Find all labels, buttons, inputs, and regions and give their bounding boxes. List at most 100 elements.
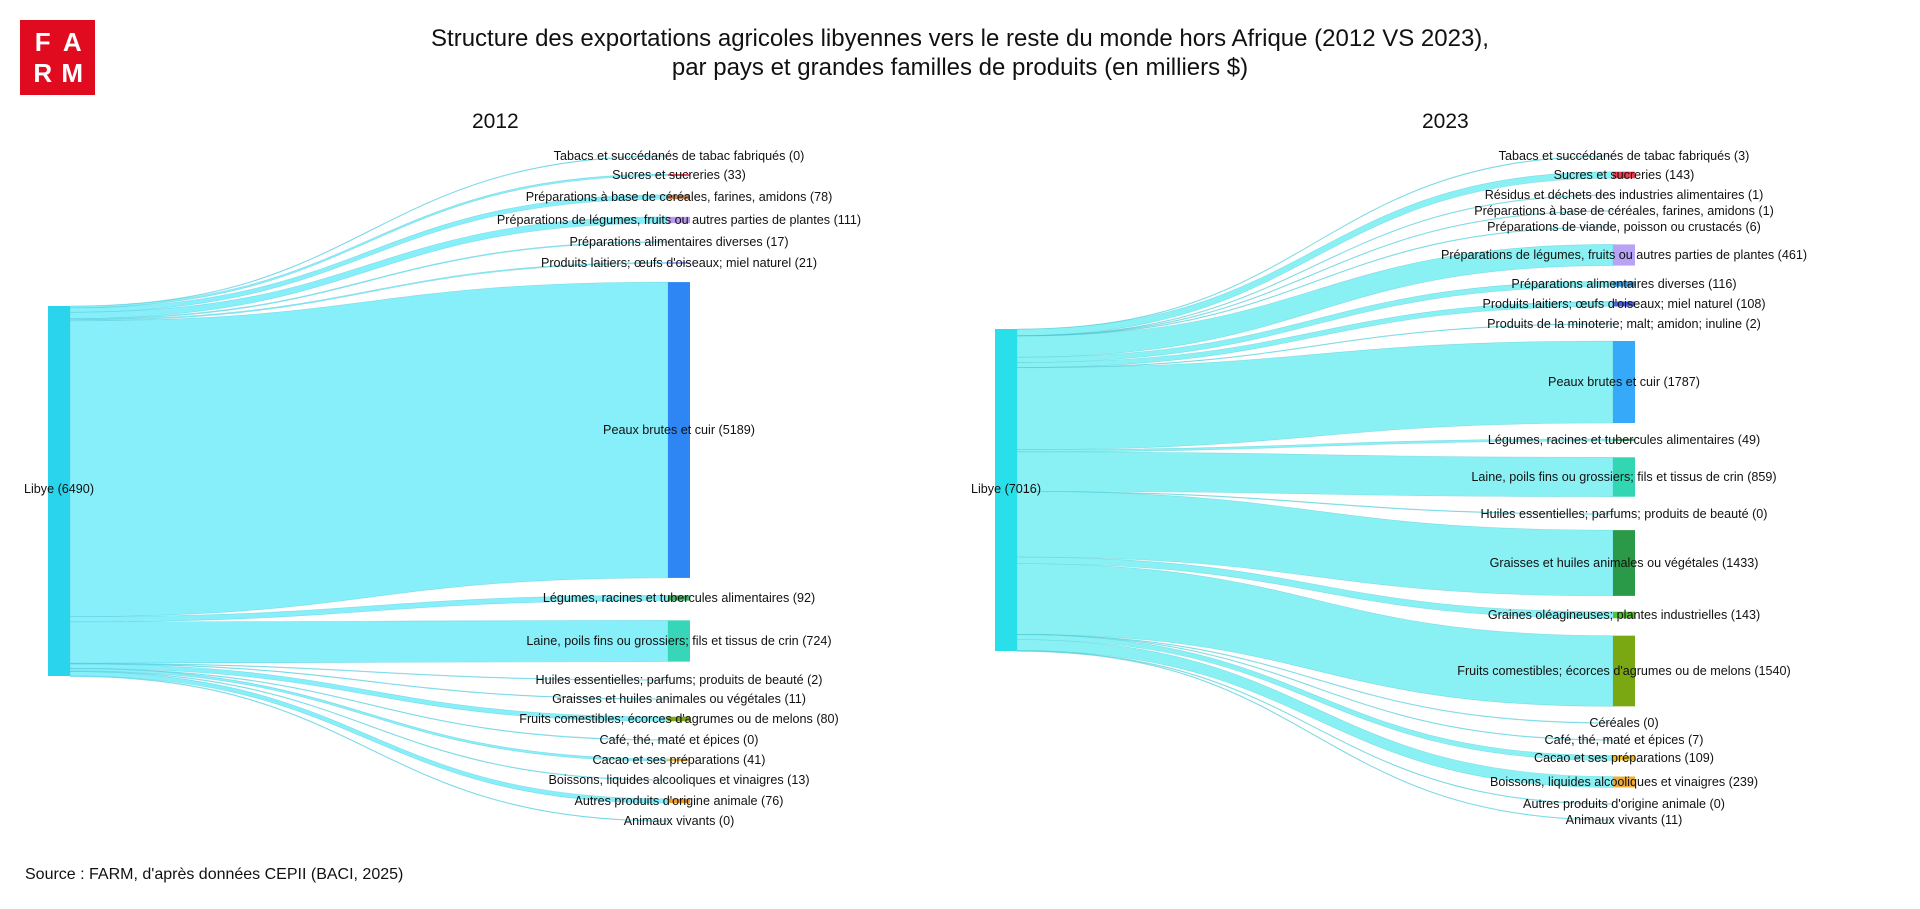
link-produits-de-la-minoterie-malt-amidon-inu xyxy=(1016,323,1614,369)
link-cereales xyxy=(1016,633,1614,724)
label-boissons-liquides-alcooliques-et-vinaigr: Boissons, liquides alcooliques et vinaig… xyxy=(1490,775,1758,789)
link-tabacs-et-succedanes-de-tabac-fabriques xyxy=(69,155,669,308)
link-cafe-the-mate-et-epices xyxy=(69,668,669,741)
farm-logo: F A R M xyxy=(20,20,95,95)
label-graisses-et-huiles-animales-ou-vegetales: Graisses et huiles animales ou végétales… xyxy=(552,692,806,706)
logo-letter-m: M xyxy=(61,58,84,89)
chart-title-line-2: par pays et grandes familles de produits… xyxy=(671,54,1249,81)
link-graisses-et-huiles-animales-ou-vegetales xyxy=(1016,490,1614,597)
label-huiles-essentielles-parfums-produits-de-: Huiles essentielles; parfums; produits d… xyxy=(1480,507,1767,521)
label-preparations-de-viande-poisson-ou-crusta: Préparations de viande, poisson ou crust… xyxy=(1487,220,1761,234)
link-peaux-brutes-et-cuir xyxy=(69,281,669,617)
link-preparations-alimentaires-diverses xyxy=(1016,281,1614,363)
node-autres-produits-d-origine-animale xyxy=(668,798,690,804)
label-residus-et-dechets-des-industries-alimen: Résidus et déchets des industries alimen… xyxy=(1485,188,1764,202)
node-peaux-brutes-et-cuir xyxy=(668,282,690,578)
node-laine-poils-fins-ou-grossiers-fils-et-ti xyxy=(1613,457,1635,497)
label-peaux-brutes-et-cuir: Peaux brutes et cuir (5189) xyxy=(603,423,755,437)
node-peaux-brutes-et-cuir xyxy=(1613,340,1635,424)
label-legumes-racines-et-tubercules-alimentair: Légumes, racines et tubercules alimentai… xyxy=(543,591,815,605)
node-fruits-comestibles-ecorces-d-agrumes-ou- xyxy=(668,716,690,722)
node-produits-laitiers-ufs-d-oiseaux-miel-nat xyxy=(1613,301,1635,307)
link-huiles-essentielles-parfums-produits-de- xyxy=(1016,490,1614,515)
link-autres-produits-d-origine-animale xyxy=(1016,650,1614,805)
label-animaux-vivants: Animaux vivants (0) xyxy=(624,814,735,828)
label-peaux-brutes-et-cuir: Peaux brutes et cuir (1787) xyxy=(1548,375,1700,389)
label-produits-de-la-minoterie-malt-amidon-inu: Produits de la minoterie; malt; amidon; … xyxy=(1487,317,1761,331)
link-tabacs-et-succedanes-de-tabac-fabriques xyxy=(1016,155,1614,331)
source-note: Source : FARM, d'après données CEPII (BA… xyxy=(25,866,404,883)
label-source-libye: Libye (7016) xyxy=(971,482,1041,496)
label-legumes-racines-et-tubercules-alimentair: Légumes, racines et tubercules alimentai… xyxy=(1488,433,1760,447)
link-laine-poils-fins-ou-grossiers-fils-et-ti xyxy=(69,620,669,664)
label-preparations-de-legumes-fruits-ou-autres: Préparations de légumes, fruits ou autre… xyxy=(497,213,861,227)
node-preparations-alimentaires-diverses xyxy=(1613,281,1635,287)
logo-letter-a: A xyxy=(62,26,82,57)
label-tabacs-et-succedanes-de-tabac-fabriques: Tabacs et succédanés de tabac fabriqués … xyxy=(1499,149,1750,163)
node-preparations-a-base-de-cereales-farines- xyxy=(668,194,690,200)
label-boissons-liquides-alcooliques-et-vinaigr: Boissons, liquides alcooliques et vinaig… xyxy=(548,773,809,787)
link-laine-poils-fins-ou-grossiers-fils-et-ti xyxy=(1016,451,1614,498)
link-boissons-liquides-alcooliques-et-vinaigr xyxy=(69,670,669,781)
label-preparations-de-legumes-fruits-ou-autres: Préparations de légumes, fruits ou autre… xyxy=(1441,248,1807,262)
label-graisses-et-huiles-animales-ou-vegetales: Graisses et huiles animales ou végétales… xyxy=(1490,556,1759,570)
label-preparations-alimentaires-diverses: Préparations alimentaires diverses (17) xyxy=(569,235,788,249)
label-animaux-vivants: Animaux vivants (11) xyxy=(1566,813,1683,827)
sankey-panel-2023: Tabacs et succédanés de tabac fabriqués … xyxy=(971,149,1807,827)
label-graines-oleagineuses-plantes-industriell: Graines oléagineuses; plantes industriel… xyxy=(1488,608,1760,622)
label-sucres-et-sucreries: Sucres et sucreries (33) xyxy=(612,168,746,182)
node-boissons-liquides-alcooliques-et-vinaigr xyxy=(1613,776,1635,788)
link-animaux-vivants xyxy=(1016,650,1614,821)
link-residus-et-dechets-des-industries-alimen xyxy=(1016,194,1614,337)
label-fruits-comestibles-ecorces-d-agrumes-ou-: Fruits comestibles; écorces d'agrumes ou… xyxy=(1457,664,1791,678)
node-source-libye xyxy=(995,329,1017,651)
label-preparations-a-base-de-cereales-farines-: Préparations à base de céréales, farines… xyxy=(1474,204,1774,218)
link-sucres-et-sucreries xyxy=(69,173,669,309)
link-graisses-et-huiles-animales-ou-vegetales xyxy=(69,662,669,700)
label-fruits-comestibles-ecorces-d-agrumes-ou-: Fruits comestibles; écorces d'agrumes ou… xyxy=(519,712,838,726)
node-sucres-et-sucreries xyxy=(668,174,690,176)
chart-title: Structure des exportations agricoles lib… xyxy=(360,24,1560,82)
label-preparations-alimentaires-diverses: Préparations alimentaires diverses (116) xyxy=(1511,277,1736,291)
label-cafe-the-mate-et-epices: Café, thé, maté et épices (0) xyxy=(600,733,759,747)
label-laine-poils-fins-ou-grossiers-fils-et-ti: Laine, poils fins ou grossiers; fils et … xyxy=(1471,470,1776,484)
link-preparations-de-viande-poisson-ou-crusta xyxy=(1016,226,1614,337)
label-source-libye: Libye (6490) xyxy=(24,482,94,496)
node-preparations-de-legumes-fruits-ou-autres xyxy=(668,216,690,224)
label-sucres-et-sucreries: Sucres et sucreries (143) xyxy=(1554,168,1695,182)
label-preparations-a-base-de-cereales-farines-: Préparations à base de céréales, farines… xyxy=(526,190,833,204)
link-produits-laitiers-ufs-d-oiseaux-miel-nat xyxy=(69,262,669,322)
node-cacao-et-ses-preparations xyxy=(668,758,690,762)
link-animaux-vivants xyxy=(69,675,669,822)
node-preparations-de-legumes-fruits-ou-autres xyxy=(1613,244,1635,266)
label-cacao-et-ses-preparations: Cacao et ses préparations (109) xyxy=(1534,751,1714,765)
label-cereales: Céréales (0) xyxy=(1589,716,1658,730)
node-source-libye xyxy=(48,306,70,676)
label-produits-laitiers-ufs-d-oiseaux-miel-nat: Produits laitiers; œufs d'oiseaux; miel … xyxy=(541,256,817,270)
panel-title-2012: 2012 xyxy=(472,110,519,133)
node-fruits-comestibles-ecorces-d-agrumes-ou- xyxy=(1613,635,1635,707)
label-tabacs-et-succedanes-de-tabac-fabriques: Tabacs et succédanés de tabac fabriqués … xyxy=(554,149,805,163)
label-autres-produits-d-origine-animale: Autres produits d'origine animale (76) xyxy=(575,794,784,808)
link-preparations-de-legumes-fruits-ou-autres xyxy=(1016,244,1614,358)
node-cacao-et-ses-preparations xyxy=(1613,755,1635,761)
node-graisses-et-huiles-animales-ou-vegetales xyxy=(1613,530,1635,596)
node-laine-poils-fins-ou-grossiers-fils-et-ti xyxy=(668,620,690,662)
label-cafe-the-mate-et-epices: Café, thé, maté et épices (7) xyxy=(1545,733,1704,747)
node-legumes-racines-et-tubercules-alimentair xyxy=(668,595,690,601)
chart-title-line-1: Structure des exportations agricoles lib… xyxy=(431,25,1489,52)
label-cacao-et-ses-preparations: Cacao et ses préparations (41) xyxy=(593,753,766,767)
link-cacao-et-ses-preparations xyxy=(69,668,669,762)
logo-letter-r: R xyxy=(33,58,53,89)
node-graines-oleagineuses-plantes-industriell xyxy=(1613,611,1635,619)
link-huiles-essentielles-parfums-produits-de- xyxy=(69,662,669,681)
logo-letter-f: F xyxy=(34,26,51,57)
sankey-panel-2012: Tabacs et succédanés de tabac fabriqués … xyxy=(24,149,861,828)
link-preparations-a-base-de-cereales-farines- xyxy=(1016,210,1614,337)
node-sucres-et-sucreries xyxy=(1613,171,1635,179)
panel-title-2023: 2023 xyxy=(1422,110,1469,133)
link-preparations-alimentaires-diverses xyxy=(69,241,669,320)
node-legumes-racines-et-tubercules-alimentair xyxy=(1613,438,1635,442)
node-produits-laitiers-ufs-d-oiseaux-miel-nat xyxy=(668,262,690,264)
